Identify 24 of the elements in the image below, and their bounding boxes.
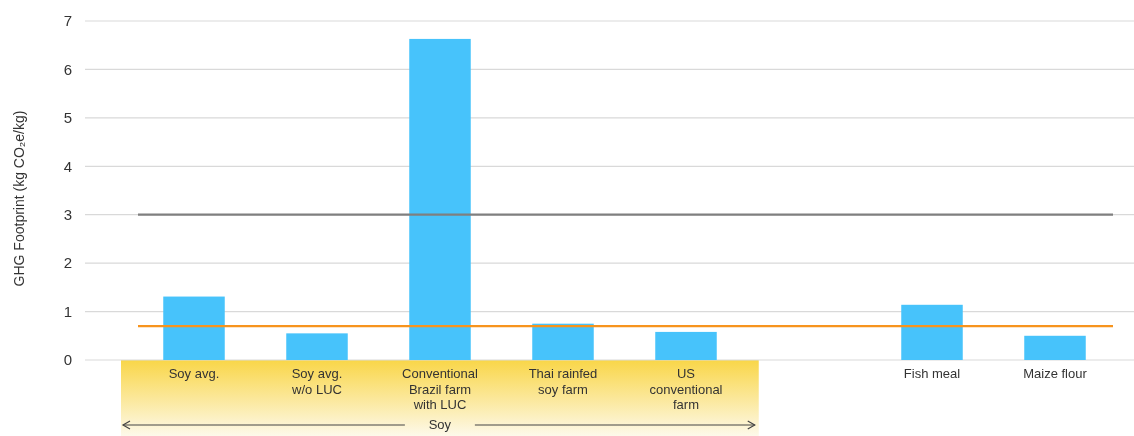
x-tick-label: Thai rainfed soy farm: [528, 366, 598, 397]
bar: [901, 304, 963, 360]
y-tick-label: 5: [63, 109, 72, 127]
y-tick-label: 0: [63, 351, 72, 369]
bar: [163, 296, 225, 360]
y-tick-label: 3: [63, 205, 72, 223]
bar: [1024, 335, 1086, 360]
x-tick-label: Maize flour: [1023, 366, 1088, 381]
x-tick-label: Conventional Brazil farm with LUC: [402, 366, 479, 412]
y-tick-label: 1: [63, 302, 72, 320]
bar: [655, 331, 717, 360]
y-tick-label: 6: [63, 60, 72, 78]
x-tick-label: Soy avg. w/o LUC: [291, 366, 343, 397]
x-tick-label: Soy avg.: [168, 366, 220, 381]
y-axis-title: GHG Footprint (kg CO₂e/kg): [11, 110, 27, 287]
bar: [532, 323, 594, 360]
bar: [409, 38, 471, 360]
y-tick-label: 2: [63, 254, 72, 272]
bar: [286, 333, 348, 360]
y-tick-label: 4: [63, 157, 72, 175]
y-tick-label: 7: [63, 12, 72, 30]
x-tick-label: Fish meal: [903, 366, 961, 381]
text: Soy: [428, 417, 452, 432]
x-tick-label: US conventional farm: [649, 366, 723, 412]
